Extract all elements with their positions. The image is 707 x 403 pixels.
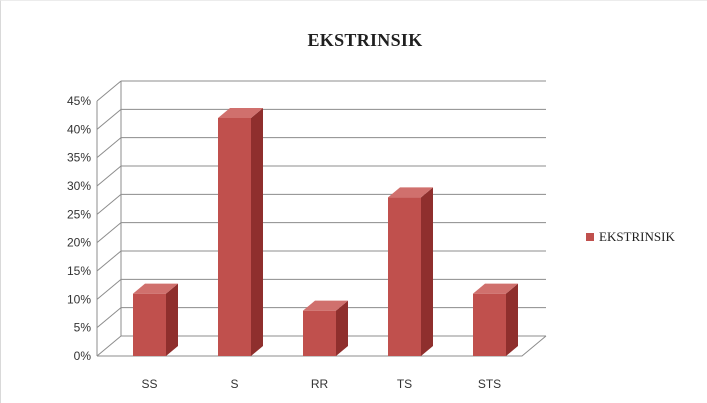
x-tick-label: S: [230, 377, 238, 391]
bar-ts: [388, 187, 433, 356]
y-tick-label: 5%: [74, 321, 92, 335]
gridline-side: [96, 250, 122, 272]
y-tick-label: 25%: [67, 207, 91, 221]
bar-front: [303, 310, 336, 356]
bar-top: [218, 108, 263, 118]
bar-side: [166, 283, 178, 356]
bar-side: [421, 187, 433, 356]
y-tick-label: 35%: [67, 151, 91, 165]
bar-front: [218, 118, 251, 356]
bar-sts: [473, 283, 518, 356]
y-tick-label: 30%: [67, 179, 91, 193]
y-tick-label: 45%: [67, 94, 91, 108]
bar-side: [336, 300, 348, 356]
y-tick-label: 0%: [74, 349, 92, 363]
legend: EKSTRINSIK: [586, 229, 675, 245]
x-tick-label: TS: [397, 377, 412, 391]
y-tick-label: 20%: [67, 236, 91, 250]
bar-front: [133, 293, 166, 356]
bar-top: [133, 283, 178, 294]
x-tick-label: SS: [141, 377, 157, 391]
bar-top: [303, 300, 348, 311]
x-tick-label: STS: [478, 377, 501, 391]
gridline-side: [96, 307, 122, 329]
bar-side: [506, 283, 518, 356]
bar-ss: [133, 283, 178, 356]
gridline-side: [96, 165, 122, 187]
y-tick-label: 10%: [67, 292, 91, 306]
y-tick-label: 15%: [67, 264, 91, 278]
gridline-side: [96, 193, 122, 215]
bar-top: [388, 187, 433, 198]
gridline-side: [96, 137, 122, 159]
chart-title: EKSTRINSIK: [307, 30, 423, 50]
bar-rr: [303, 300, 348, 356]
legend-label: EKSTRINSIK: [599, 229, 675, 244]
y-tick-label: 40%: [67, 122, 91, 136]
gridline-side: [96, 80, 122, 102]
bar-front: [388, 197, 421, 356]
bars: [133, 108, 518, 356]
bar-s: [218, 108, 263, 356]
bar-top: [473, 283, 518, 294]
legend-swatch: [586, 233, 594, 241]
bar-front: [473, 293, 506, 356]
bar-side: [251, 108, 263, 356]
gridline-side: [96, 335, 122, 357]
gridline-side: [96, 278, 122, 300]
gridline-side: [96, 222, 122, 244]
x-tick-label: RR: [311, 377, 329, 391]
gridline-side: [96, 108, 122, 130]
